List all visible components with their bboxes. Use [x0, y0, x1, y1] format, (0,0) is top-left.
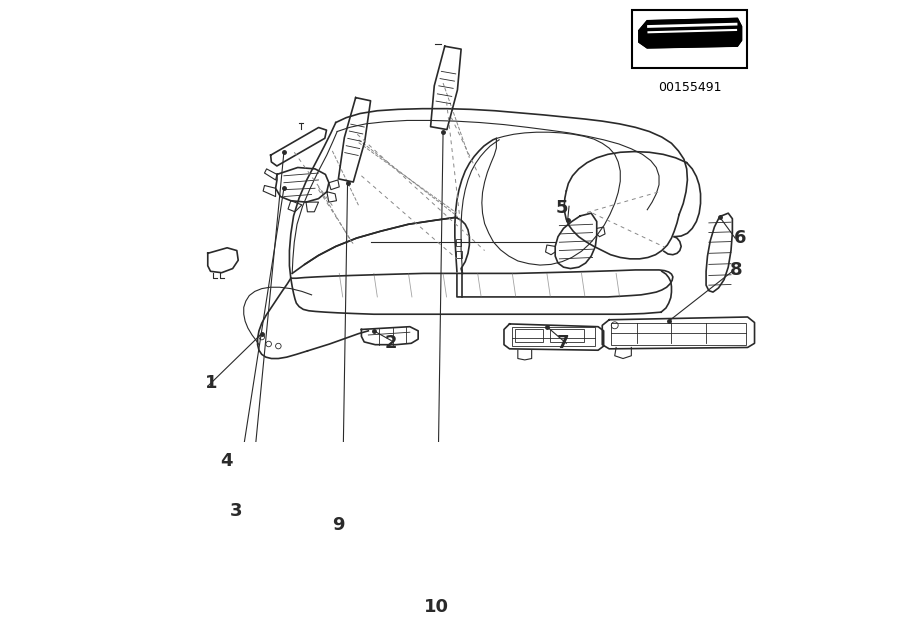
Text: 7: 7	[556, 335, 569, 352]
Text: 8: 8	[730, 261, 742, 279]
Text: 1: 1	[205, 375, 218, 392]
Bar	[455, 238, 461, 245]
Text: 4: 4	[220, 452, 233, 470]
Text: 10: 10	[424, 598, 449, 616]
Text: 5: 5	[555, 198, 568, 217]
Bar	[632, 10, 747, 68]
Bar	[512, 327, 595, 346]
Text: 3: 3	[230, 502, 242, 520]
Bar	[456, 251, 462, 258]
Bar	[515, 329, 543, 342]
Text: 2: 2	[385, 335, 398, 352]
Text: 6: 6	[734, 229, 746, 247]
Bar	[610, 322, 746, 345]
Text: 00155491: 00155491	[658, 81, 721, 93]
Bar	[550, 329, 584, 342]
Text: 9: 9	[332, 516, 345, 534]
Polygon shape	[639, 18, 742, 48]
